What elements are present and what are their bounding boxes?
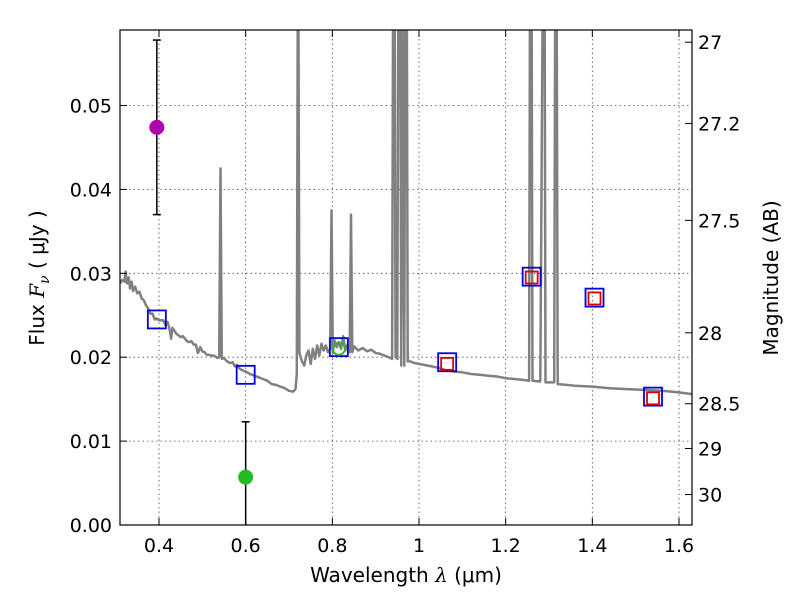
y2-tick-label: 30: [698, 485, 722, 507]
y2-tick-label: 29: [698, 438, 722, 460]
y-tick-label: 0.02: [70, 347, 112, 369]
x-axis-title: Wavelength λ (μm): [310, 563, 502, 587]
observed-photometry-marker: [646, 391, 660, 406]
x-tick-label: 0.4: [144, 535, 174, 557]
observed-photometry-marker: [440, 357, 455, 371]
y2-tick-label: 28.5: [698, 394, 740, 416]
model-photometry-marker: [146, 309, 167, 330]
axes-frame: [119, 29, 693, 526]
model-photometry-marker: [584, 287, 605, 308]
observed-point: [149, 119, 165, 135]
y2-tick-label: 27.5: [698, 210, 740, 232]
sed-model-line: [120, 30, 692, 396]
x-tick-label: 0.8: [317, 535, 347, 557]
model-photometry-marker: [437, 352, 458, 373]
x-tick-label: 1.4: [577, 535, 607, 557]
x-axis: 0.4 0.6 0.8 1 1.2 1.4 1.6: [144, 30, 694, 557]
y2-axis-title: Magnitude (AB): [759, 200, 783, 355]
model-photometry-marker: [521, 266, 542, 287]
y2-tick-label: 27.2: [698, 113, 740, 135]
observed-circle-marker: [331, 341, 346, 356]
x-tick-label: 1: [413, 535, 425, 557]
y-axis-title: Flux Fν ( μJy ): [25, 210, 53, 345]
y-tick-label: 0.03: [70, 263, 112, 285]
x-tick-label: 1.6: [664, 535, 694, 557]
y-axis: 0.00 0.01 0.02 0.03 0.04 0.05: [70, 96, 127, 537]
x-tick-label: 1.2: [491, 535, 521, 557]
y2-tick-label: 27: [698, 32, 722, 54]
y2-tick-label: 28: [698, 323, 722, 345]
y-tick-label: 0.04: [70, 179, 112, 201]
model-photometry-marker: [643, 386, 663, 407]
plot-area: [120, 30, 692, 525]
observed-photometry-marker: [587, 291, 602, 306]
y-tick-label: 0.05: [70, 96, 112, 118]
y-tick-label: 0.01: [70, 431, 112, 453]
observed-photometry-marker: [524, 270, 539, 285]
x-tick-label: 0.6: [231, 535, 261, 557]
y2-axis: 27 27.2 27.5 28 28.5 29 30: [685, 32, 740, 507]
model-photometry-marker: [328, 337, 349, 358]
observed-point: [238, 469, 254, 485]
y-tick-label: 0.00: [70, 515, 112, 537]
model-photometry-marker: [235, 364, 256, 385]
